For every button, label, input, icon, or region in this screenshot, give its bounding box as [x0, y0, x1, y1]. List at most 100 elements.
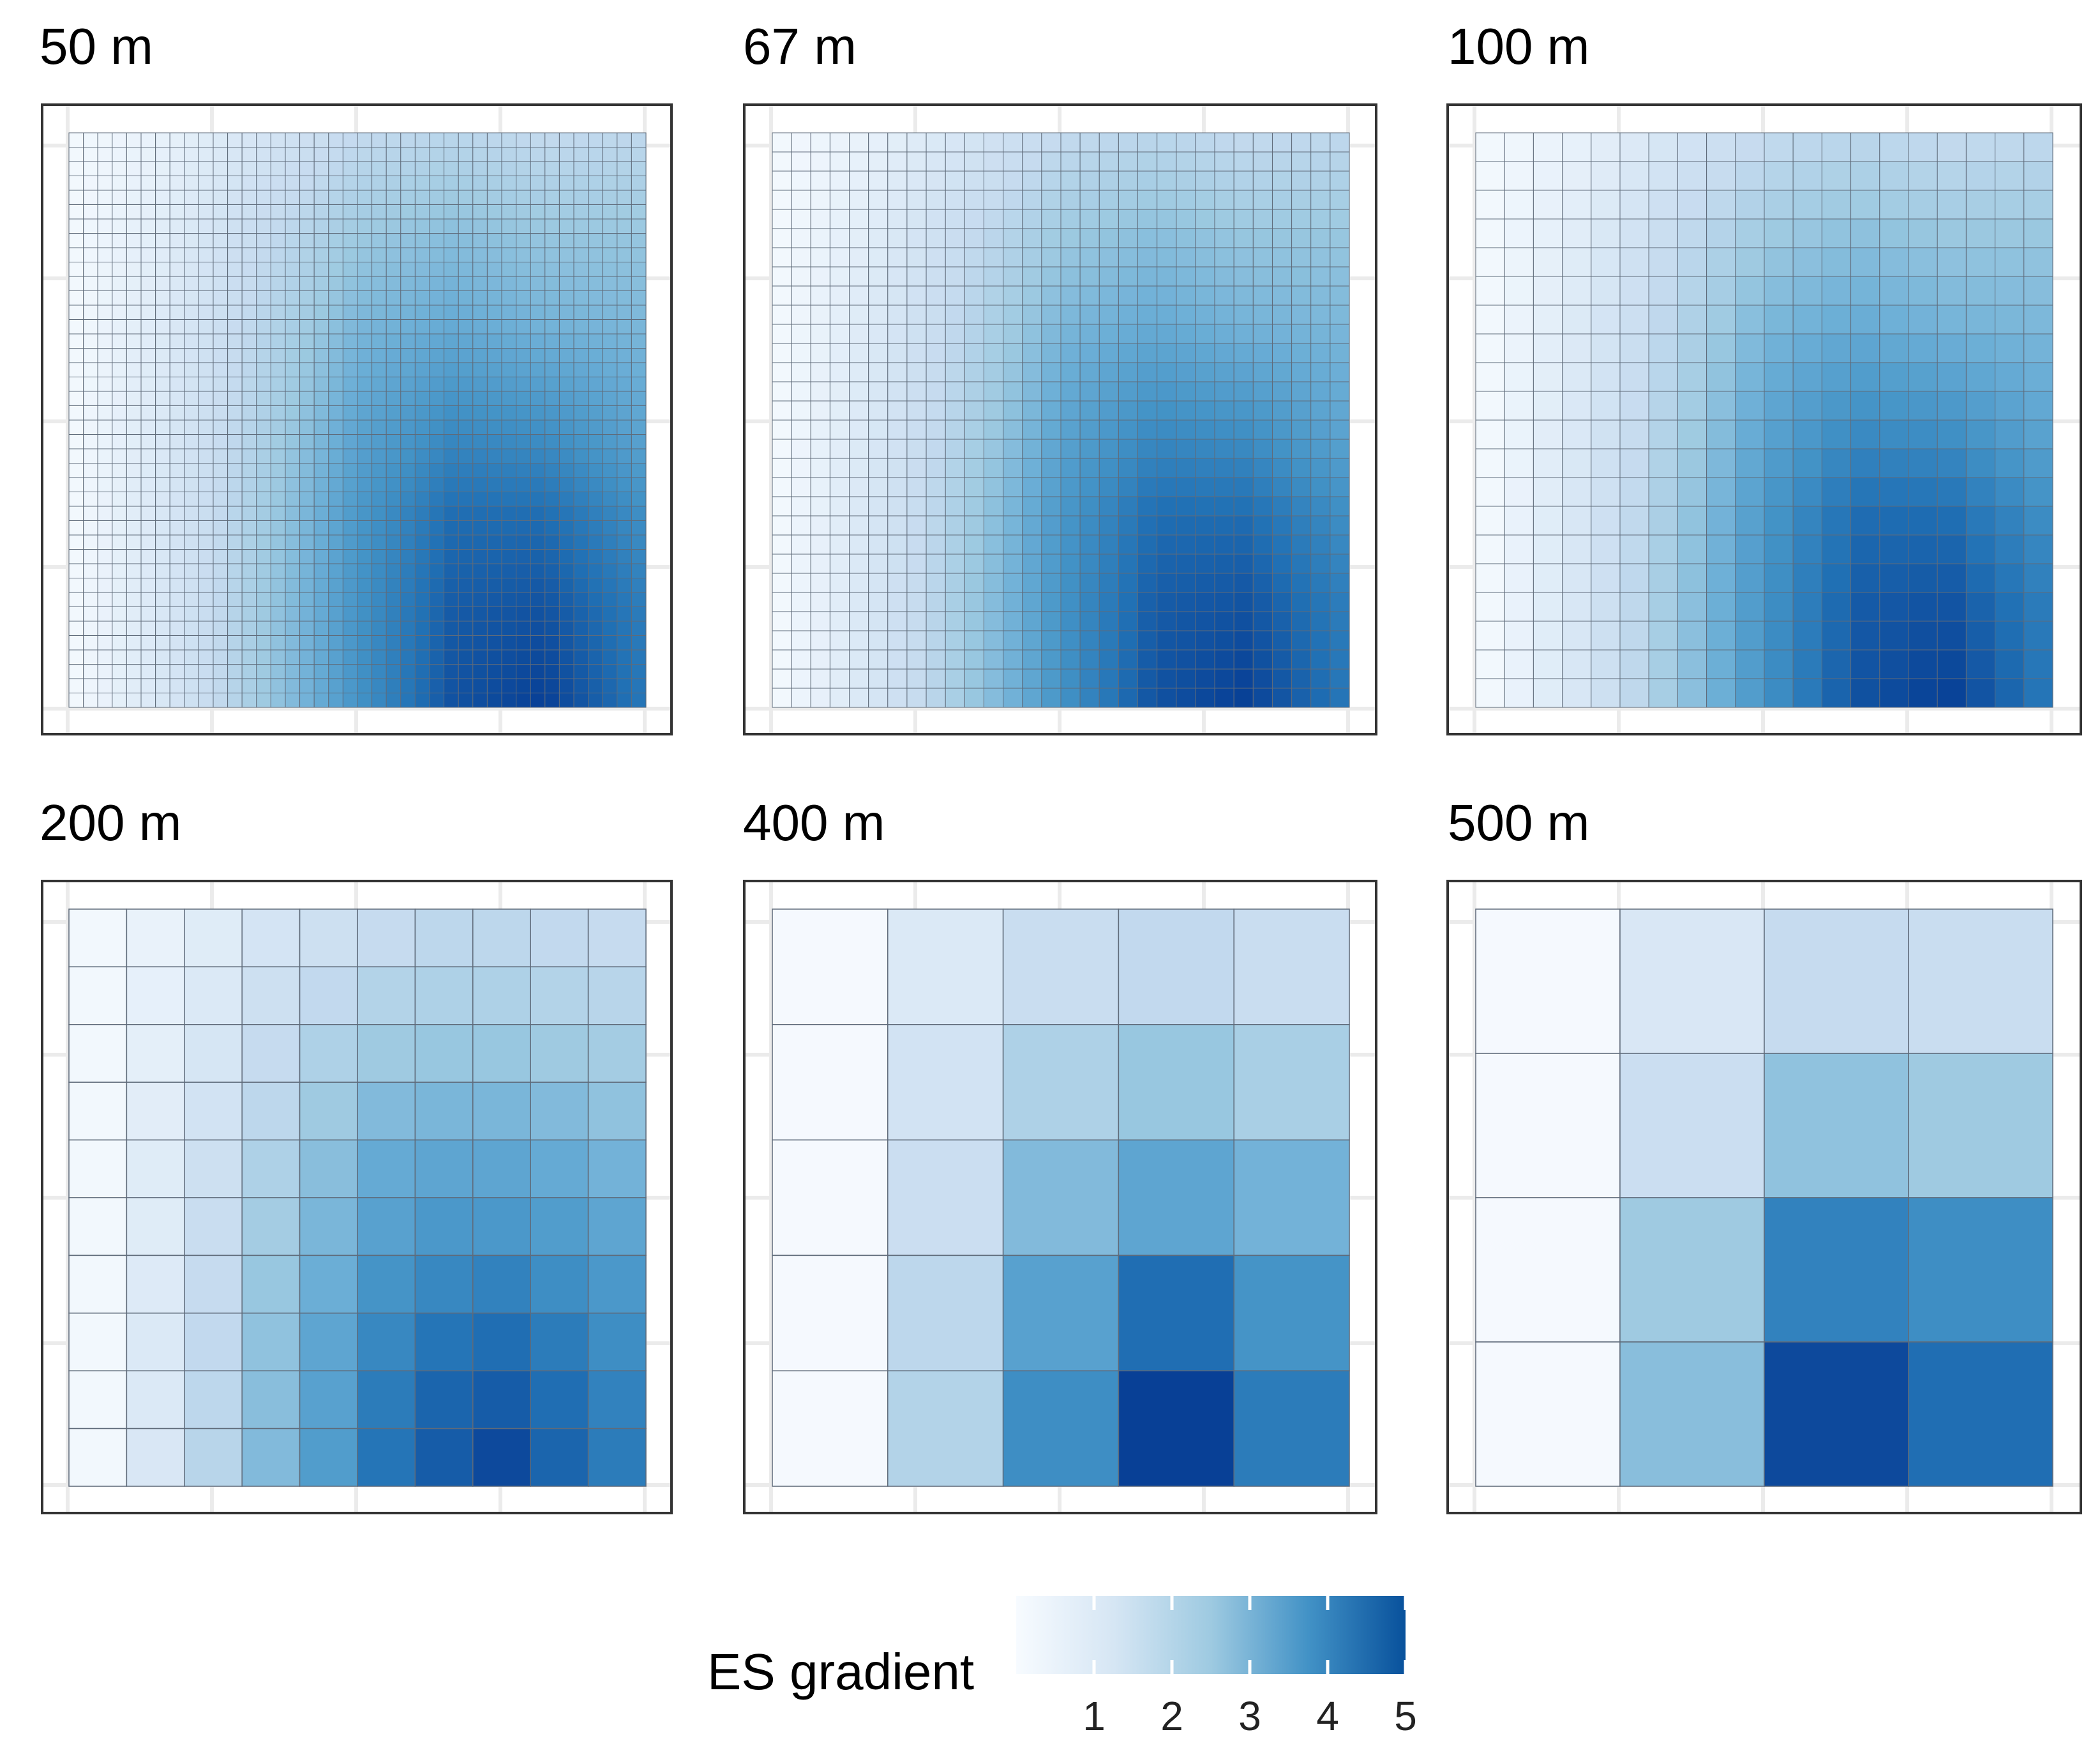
heatmap-cell — [1099, 247, 1119, 267]
heatmap-cell — [227, 592, 243, 607]
heatmap-cell — [213, 204, 229, 220]
heatmap-cell — [155, 534, 170, 550]
heatmap-cell — [1879, 247, 1909, 277]
heatmap-cell — [1041, 209, 1061, 229]
heatmap-cell — [68, 377, 84, 392]
heatmap-cell — [983, 419, 1004, 440]
heatmap-cell — [1504, 477, 1534, 507]
heatmap-cell — [849, 458, 869, 478]
heatmap-cell — [1504, 305, 1534, 335]
heatmap-cell — [270, 333, 286, 349]
heatmap-cell — [1475, 333, 1505, 363]
heatmap-cell — [472, 362, 488, 377]
heatmap-cell — [849, 209, 869, 229]
heatmap-cell — [444, 161, 459, 176]
heatmap-cell — [68, 1197, 128, 1256]
heatmap-cell — [1099, 190, 1119, 210]
heatmap-cell — [184, 348, 199, 363]
heatmap-cell — [1195, 439, 1215, 459]
heatmap-cell — [112, 132, 127, 147]
heatmap-cell — [486, 549, 502, 564]
heatmap-cell — [1677, 563, 1707, 593]
heatmap-cell — [772, 190, 792, 210]
heatmap-cell — [1995, 218, 2025, 248]
heatmap-cell — [1176, 190, 1196, 210]
heatmap-cell — [97, 218, 113, 234]
heatmap-cell — [1764, 305, 1794, 335]
heatmap-cell — [1060, 419, 1081, 440]
heatmap-cell — [1214, 343, 1234, 363]
heatmap-cell — [1041, 305, 1061, 325]
heatmap-cell — [184, 419, 199, 435]
heatmap-cell — [126, 520, 142, 536]
heatmap-cell — [2023, 448, 2053, 478]
heatmap-cell — [964, 324, 984, 344]
heatmap-cell — [926, 515, 946, 536]
heatmap-cell — [256, 405, 271, 421]
heatmap-cell — [1879, 534, 1909, 564]
heatmap-cell — [97, 377, 113, 392]
heatmap-cell — [573, 607, 589, 622]
heatmap-cell — [414, 678, 430, 693]
heatmap-cell — [313, 147, 329, 162]
heatmap-cell — [1504, 534, 1534, 564]
heatmap-cell — [1060, 362, 1081, 382]
heatmap-cell — [270, 607, 286, 622]
heatmap-cell — [1677, 506, 1707, 536]
heatmap-cell — [486, 534, 502, 550]
heatmap-cell — [83, 563, 98, 578]
heatmap-cell — [414, 1197, 474, 1256]
heatmap-cell — [559, 204, 574, 220]
heatmap-cell — [544, 147, 560, 162]
heatmap-cell — [964, 458, 984, 478]
heatmap-cell — [97, 592, 113, 607]
heatmap-cell — [964, 419, 984, 440]
heatmap-cell — [1330, 132, 1350, 153]
heatmap-cell — [458, 649, 474, 665]
heatmap-cell — [983, 170, 1004, 191]
heatmap-cell — [1118, 285, 1139, 306]
heatmap-cell — [1252, 381, 1273, 402]
heatmap-cell — [602, 506, 618, 521]
heatmap-cell — [371, 190, 387, 205]
heatmap-cell — [342, 434, 358, 449]
heatmap-cell — [983, 266, 1004, 287]
heatmap-cell — [849, 668, 869, 689]
heatmap-cell — [83, 693, 98, 708]
heatmap-cell — [1619, 1197, 1765, 1343]
heatmap-cell — [227, 693, 243, 708]
heatmap-cell — [285, 534, 301, 550]
heatmap-cell — [964, 630, 984, 651]
heatmap-cell — [1233, 228, 1254, 248]
heatmap-cell — [1735, 419, 1765, 449]
heatmap-cell — [198, 247, 214, 262]
heatmap-cell — [357, 477, 373, 492]
heatmap-cell — [371, 204, 387, 220]
heatmap-cell — [97, 204, 113, 220]
heatmap-cell — [1214, 649, 1234, 670]
heatmap-cell — [472, 377, 488, 392]
heatmap-cell — [559, 664, 574, 679]
heatmap-cell — [472, 477, 488, 492]
heatmap-cell — [486, 578, 502, 593]
heatmap-cell — [68, 276, 84, 291]
heatmap-cell — [371, 247, 387, 262]
heatmap-cell — [299, 1313, 358, 1371]
heatmap-cell — [1099, 668, 1119, 689]
heatmap-cell — [458, 534, 474, 550]
heatmap-cell — [140, 190, 156, 205]
heatmap-cell — [112, 305, 127, 320]
heatmap-cell — [342, 419, 358, 435]
heatmap-cell — [772, 305, 792, 325]
heatmap-cell — [926, 209, 946, 229]
heatmap-cell — [1099, 649, 1119, 670]
heatmap-cell — [530, 966, 589, 1025]
heatmap-cell — [400, 419, 416, 435]
heatmap-cell — [1252, 151, 1273, 172]
heatmap-cell — [155, 520, 170, 536]
heatmap-cell — [1291, 132, 1312, 153]
heatmap-cell — [112, 434, 127, 449]
heatmap-cell — [400, 362, 416, 377]
heatmap-cell — [1099, 534, 1119, 555]
heatmap-cell — [1176, 419, 1196, 440]
